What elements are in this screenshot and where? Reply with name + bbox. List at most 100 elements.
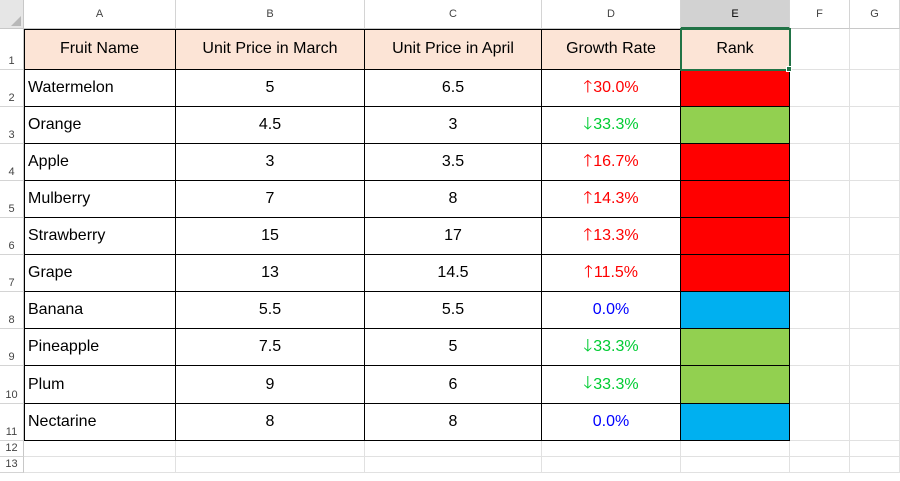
rank-color-cell[interactable] xyxy=(681,144,790,181)
column-header-c[interactable]: C xyxy=(365,0,542,29)
empty-cell[interactable] xyxy=(790,29,850,70)
march-price-cell[interactable]: 3 xyxy=(176,144,365,181)
empty-cell[interactable] xyxy=(790,441,850,457)
row-header-3[interactable]: 3 xyxy=(0,107,24,144)
empty-cell[interactable] xyxy=(24,457,176,473)
fruit-name-cell[interactable]: Nectarine xyxy=(24,404,176,441)
row-header-5[interactable]: 5 xyxy=(0,181,24,218)
march-price-cell[interactable]: 15 xyxy=(176,218,365,255)
april-price-cell[interactable]: 6.5 xyxy=(365,70,542,107)
april-price-cell[interactable]: 6 xyxy=(365,366,542,404)
march-price-cell[interactable]: 4.5 xyxy=(176,107,365,144)
empty-cell[interactable] xyxy=(850,29,900,70)
april-price-cell[interactable]: 5 xyxy=(365,329,542,366)
empty-cell[interactable] xyxy=(850,441,900,457)
empty-cell[interactable] xyxy=(790,457,850,473)
empty-cell[interactable] xyxy=(176,457,365,473)
row-header-7[interactable]: 7 xyxy=(0,255,24,292)
march-price-cell[interactable]: 9 xyxy=(176,366,365,404)
fruit-name-cell[interactable]: Apple xyxy=(24,144,176,181)
rank-color-cell[interactable] xyxy=(681,255,790,292)
growth-rate-cell[interactable]: 🡓 33.3% xyxy=(542,366,681,404)
april-price-cell[interactable]: 5.5 xyxy=(365,292,542,329)
empty-cell[interactable] xyxy=(681,441,790,457)
march-price-cell[interactable]: 5 xyxy=(176,70,365,107)
march-price-cell[interactable]: 13 xyxy=(176,255,365,292)
april-price-cell[interactable]: 3 xyxy=(365,107,542,144)
empty-cell[interactable] xyxy=(850,107,900,144)
column-header-d[interactable]: D xyxy=(542,0,681,29)
empty-cell[interactable] xyxy=(850,404,900,441)
rank-color-cell[interactable] xyxy=(681,292,790,329)
header-cell-unit-price-in-april[interactable]: Unit Price in April xyxy=(365,29,542,70)
select-all-button[interactable] xyxy=(0,0,24,29)
empty-cell[interactable] xyxy=(24,441,176,457)
growth-rate-cell[interactable]: 🡓 33.3% xyxy=(542,107,681,144)
empty-cell[interactable] xyxy=(850,457,900,473)
row-header-11[interactable]: 11 xyxy=(0,404,24,441)
growth-rate-cell[interactable]: 0.0% xyxy=(542,404,681,441)
empty-cell[interactable] xyxy=(790,366,850,404)
march-price-cell[interactable]: 8 xyxy=(176,404,365,441)
growth-rate-cell[interactable]: 🡓 33.3% xyxy=(542,329,681,366)
empty-cell[interactable] xyxy=(365,457,542,473)
empty-cell[interactable] xyxy=(850,144,900,181)
fruit-name-cell[interactable]: Banana xyxy=(24,292,176,329)
column-header-f[interactable]: F xyxy=(790,0,850,29)
april-price-cell[interactable]: 8 xyxy=(365,404,542,441)
fruit-name-cell[interactable]: Strawberry xyxy=(24,218,176,255)
growth-rate-cell[interactable]: 0.0% xyxy=(542,292,681,329)
header-cell-growth-rate[interactable]: Growth Rate xyxy=(542,29,681,70)
empty-cell[interactable] xyxy=(176,441,365,457)
empty-cell[interactable] xyxy=(365,441,542,457)
empty-cell[interactable] xyxy=(790,292,850,329)
march-price-cell[interactable]: 5.5 xyxy=(176,292,365,329)
column-header-e[interactable]: E xyxy=(681,0,790,29)
empty-cell[interactable] xyxy=(790,329,850,366)
rank-color-cell[interactable] xyxy=(681,218,790,255)
empty-cell[interactable] xyxy=(790,70,850,107)
growth-rate-cell[interactable]: 🡑 13.3% xyxy=(542,218,681,255)
growth-rate-cell[interactable]: 🡑 30.0% xyxy=(542,70,681,107)
row-header-9[interactable]: 9 xyxy=(0,329,24,366)
empty-cell[interactable] xyxy=(790,181,850,218)
column-header-b[interactable]: B xyxy=(176,0,365,29)
rank-color-cell[interactable] xyxy=(681,329,790,366)
row-header-10[interactable]: 10 xyxy=(0,366,24,404)
april-price-cell[interactable]: 8 xyxy=(365,181,542,218)
column-header-g[interactable]: G xyxy=(850,0,900,29)
row-header-4[interactable]: 4 xyxy=(0,144,24,181)
growth-rate-cell[interactable]: 🡑 16.7% xyxy=(542,144,681,181)
march-price-cell[interactable]: 7 xyxy=(176,181,365,218)
march-price-cell[interactable]: 7.5 xyxy=(176,329,365,366)
fruit-name-cell[interactable]: Watermelon xyxy=(24,70,176,107)
fill-handle-icon[interactable] xyxy=(786,66,792,72)
growth-rate-cell[interactable]: 🡑 14.3% xyxy=(542,181,681,218)
rank-color-cell[interactable] xyxy=(681,181,790,218)
rank-color-cell[interactable] xyxy=(681,70,790,107)
empty-cell[interactable] xyxy=(850,255,900,292)
fruit-name-cell[interactable]: Plum xyxy=(24,366,176,404)
april-price-cell[interactable]: 14.5 xyxy=(365,255,542,292)
empty-cell[interactable] xyxy=(542,457,681,473)
fruit-name-cell[interactable]: Orange xyxy=(24,107,176,144)
row-header-2[interactable]: 2 xyxy=(0,70,24,107)
empty-cell[interactable] xyxy=(790,255,850,292)
row-header-1[interactable]: 1 xyxy=(0,29,24,70)
header-cell-rank[interactable]: Rank xyxy=(681,29,790,70)
fruit-name-cell[interactable]: Pineapple xyxy=(24,329,176,366)
empty-cell[interactable] xyxy=(542,441,681,457)
row-header-6[interactable]: 6 xyxy=(0,218,24,255)
empty-cell[interactable] xyxy=(681,457,790,473)
header-cell-fruit-name[interactable]: Fruit Name xyxy=(24,29,176,70)
empty-cell[interactable] xyxy=(790,107,850,144)
column-header-a[interactable]: A xyxy=(24,0,176,29)
empty-cell[interactable] xyxy=(790,218,850,255)
empty-cell[interactable] xyxy=(790,404,850,441)
growth-rate-cell[interactable]: 🡑 11.5% xyxy=(542,255,681,292)
row-header-8[interactable]: 8 xyxy=(0,292,24,329)
april-price-cell[interactable]: 17 xyxy=(365,218,542,255)
empty-cell[interactable] xyxy=(850,181,900,218)
empty-cell[interactable] xyxy=(850,70,900,107)
fruit-name-cell[interactable]: Mulberry xyxy=(24,181,176,218)
